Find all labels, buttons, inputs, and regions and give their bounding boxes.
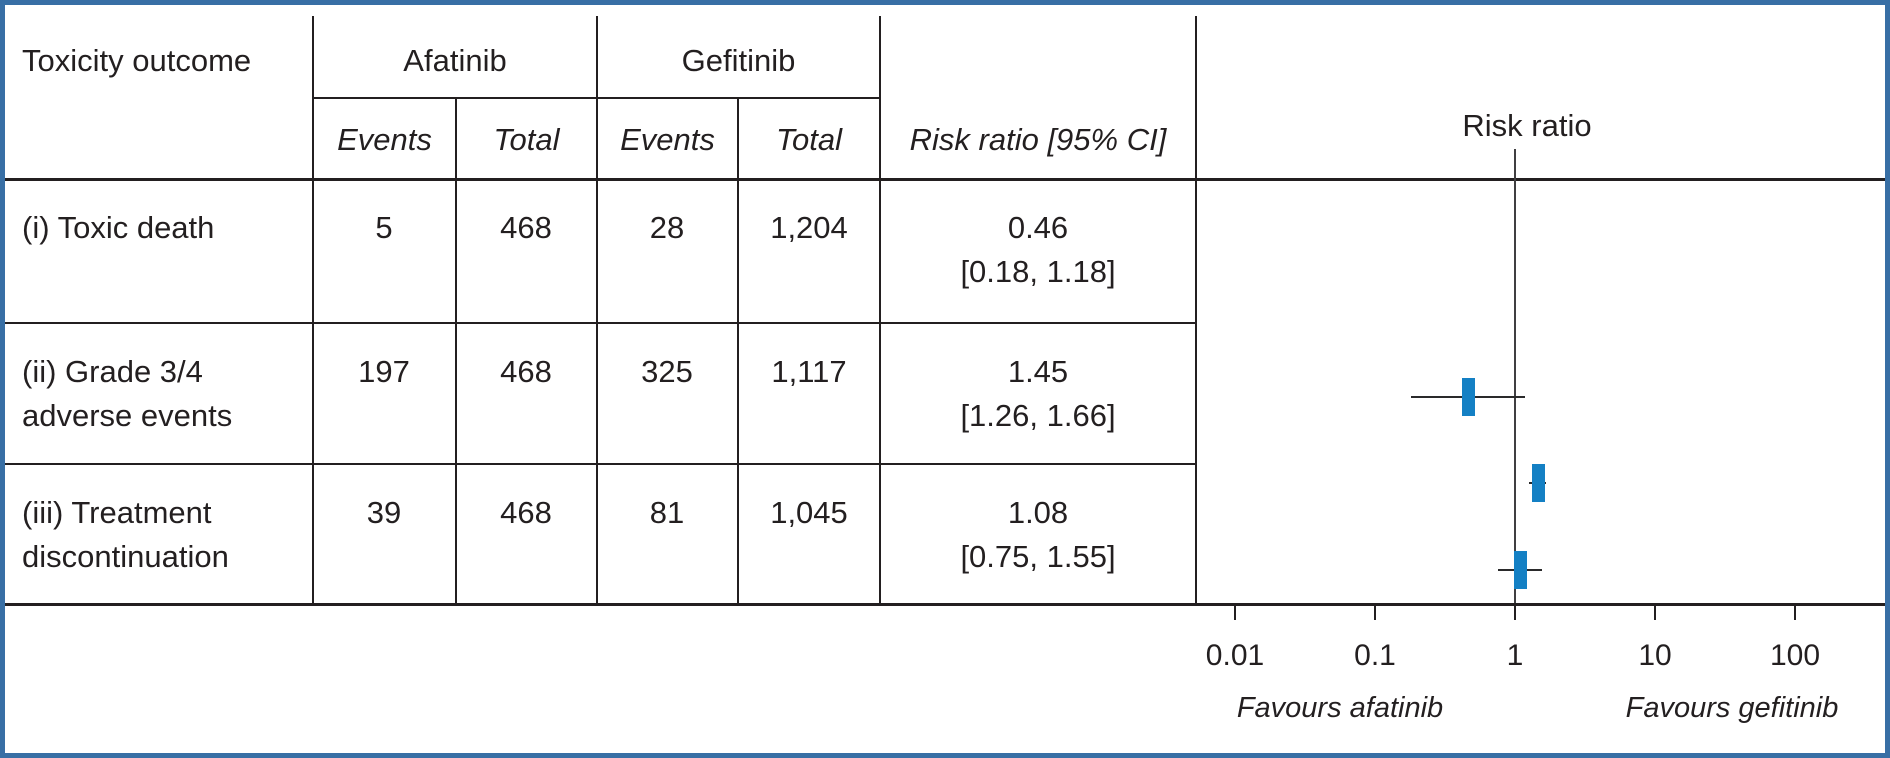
subheader-afatinib-total: Total <box>493 122 560 157</box>
axis-tick-label: 0.1 <box>1354 639 1396 672</box>
risk-ratio-cell: 0.46 [0.18, 1.18] <box>960 210 1116 289</box>
risk-ratio-cell: 1.45 [1.26, 1.66] <box>960 354 1116 433</box>
axis-tick <box>1374 606 1376 620</box>
column-header-risk-ratio-ci: Risk ratio [95% CI] <box>909 122 1167 157</box>
gefitinib-total-cell: 1,204 <box>770 210 848 245</box>
table-grid-hline <box>5 178 1885 181</box>
gefitinib-total-cell: 1,045 <box>770 495 848 530</box>
axis-tick <box>1654 606 1656 620</box>
gefitinib-events-cell: 28 <box>649 210 685 245</box>
group-header-gefitinib: Gefitinib <box>681 43 796 78</box>
risk-ratio-marker <box>1462 378 1475 416</box>
afatinib-events-cell: 39 <box>366 495 402 530</box>
afatinib-total-cell: 468 <box>500 210 552 245</box>
axis-tick <box>1794 606 1796 620</box>
axis-label-favours-afatinib: Favours afatinib <box>1236 692 1444 724</box>
table-grid-vline <box>455 99 457 603</box>
table-grid-vline <box>1195 16 1197 603</box>
outcome-cell: (iii) Treatment discontinuation <box>22 495 229 574</box>
axis-tick-label: 10 <box>1638 639 1672 672</box>
table-grid-hline <box>5 322 1196 324</box>
afatinib-total-cell: 468 <box>500 354 552 389</box>
table-grid-vline <box>596 16 598 603</box>
gefitinib-events-cell: 325 <box>641 354 693 389</box>
afatinib-events-cell: 5 <box>375 210 393 245</box>
reference-line-rr1 <box>1514 149 1516 603</box>
subheader-gefitinib-total: Total <box>775 122 843 157</box>
axis-tick <box>1234 606 1236 620</box>
table-grid-hline <box>313 97 880 99</box>
table-grid-hline <box>5 463 1196 465</box>
gefitinib-events-cell: 81 <box>649 495 685 530</box>
axis-tick-label: 0.01 <box>1205 639 1265 672</box>
outcome-cell: (i) Toxic death <box>22 210 215 245</box>
group-header-afatinib: Afatinib <box>403 43 507 78</box>
axis-tick-label: 100 <box>1769 639 1821 672</box>
risk-ratio-marker <box>1532 464 1545 502</box>
risk-ratio-cell: 1.08 [0.75, 1.55] <box>960 495 1116 574</box>
table-grid-vline <box>879 16 881 603</box>
subheader-afatinib-events: Events <box>337 122 432 157</box>
plot-title-risk-ratio: Risk ratio <box>1462 108 1592 143</box>
axis-tick-label: 1 <box>1506 639 1524 672</box>
outcome-cell: (ii) Grade 3/4 adverse events <box>22 354 233 433</box>
table-grid-hline <box>5 603 1885 606</box>
table-grid-vline <box>312 16 314 603</box>
subheader-gefitinib-events: Events <box>620 122 715 157</box>
axis-tick <box>1514 606 1516 620</box>
column-header-toxicity-outcome: Toxicity outcome <box>22 43 252 78</box>
axis-label-favours-gefitinib: Favours gefitinib <box>1625 692 1839 724</box>
risk-ratio-marker <box>1514 551 1527 589</box>
afatinib-total-cell: 468 <box>500 495 552 530</box>
table-grid-vline <box>737 99 739 603</box>
gefitinib-total-cell: 1,117 <box>771 354 847 389</box>
afatinib-events-cell: 197 <box>358 354 410 389</box>
